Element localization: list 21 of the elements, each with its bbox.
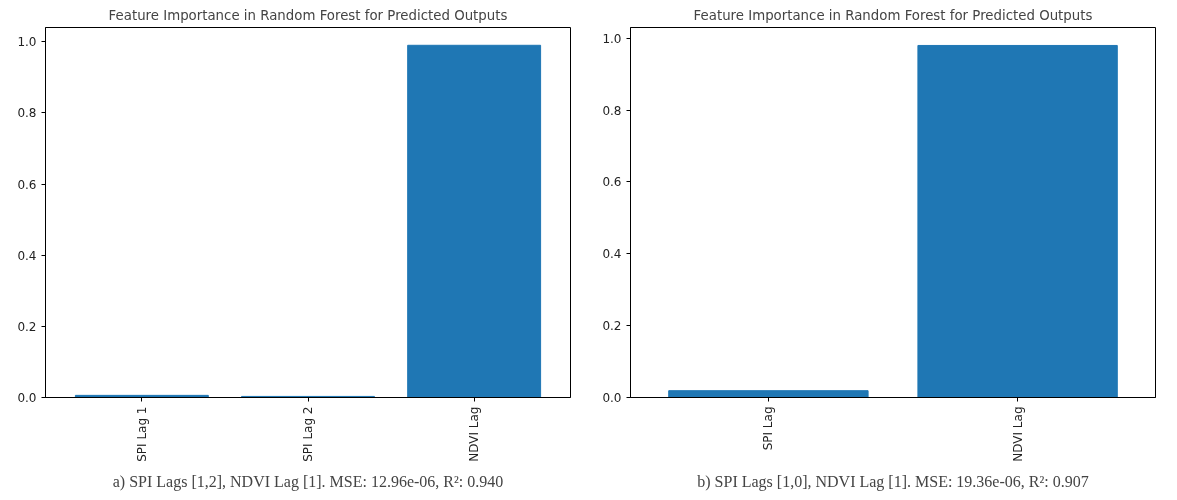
y-tick-label: 0.4: [602, 247, 622, 262]
y-tick-label: 0.0: [17, 391, 37, 405]
text: a) SPI Lags [1,2], NDVI Lag [1]. MSE: 12.96e-06, R²: 0.940: [112, 472, 504, 491]
y-tick-label: 1.0: [602, 31, 622, 46]
y-tick-label: 0.2: [602, 319, 622, 334]
y-tick-label: 0.6: [602, 175, 622, 190]
x-tick-label: SPI Lag 1: [134, 406, 149, 462]
y-tick-label: 0.4: [17, 248, 37, 263]
y-tick-label: 0.8: [602, 103, 622, 118]
x-tick-label: NDVI Lag: [1010, 406, 1025, 462]
text: b) SPI Lags [1,0], NDVI Lag [1]. MSE: 19.36e-06, R²: 0.907: [697, 472, 1089, 491]
chart-title: Feature Importance in Random Forest for Predicted Outputs: [693, 7, 1093, 23]
x-tick-label: SPI Lag: [761, 406, 776, 451]
x-tick-label: NDVI Lag: [467, 406, 482, 462]
y-tick-label: 1.0: [17, 35, 37, 50]
y-tick-label: 0.2: [17, 319, 37, 334]
y-tick-label: 0.0: [602, 391, 622, 405]
y-tick-label: 0.6: [17, 177, 37, 192]
x-tick-label: SPI Lag 2: [301, 406, 315, 462]
y-tick-label: 0.8: [17, 106, 37, 121]
chart-title: Feature Importance in Random Forest for Predicted Outputs: [108, 7, 508, 23]
